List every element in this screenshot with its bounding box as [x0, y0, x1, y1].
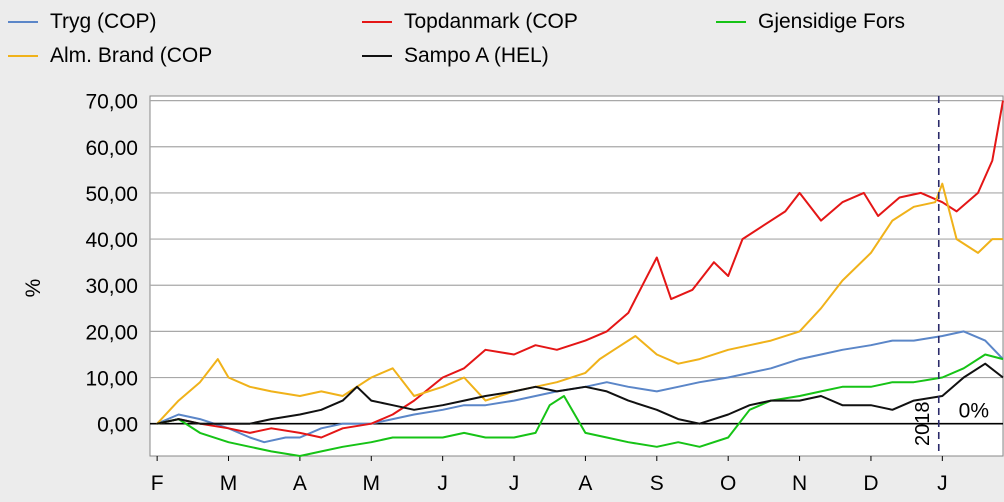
x-tick-label: D	[863, 472, 878, 495]
series-line	[156, 362, 1004, 425]
legend-label: Sampo A (HEL)	[404, 44, 549, 67]
x-tick-label: N	[792, 472, 807, 495]
y-tick-label: 70,00	[85, 91, 138, 114]
y-tick-label: 40,00	[85, 229, 138, 252]
x-tick-label: S	[650, 472, 664, 495]
y-tick-label: 30,00	[85, 275, 138, 298]
x-tick-label: F	[151, 472, 164, 495]
legend-label: Topdanmark (COP	[404, 10, 578, 33]
legend-entry: Topdanmark (COP	[362, 10, 578, 34]
y-tick-label: 10,00	[85, 368, 138, 391]
legend-label: Alm. Brand (COP	[50, 44, 213, 67]
y-tick-label: 50,00	[85, 183, 138, 206]
x-tick-label: O	[720, 472, 736, 495]
plot-area	[149, 95, 1004, 457]
x-tick-label: J	[509, 472, 520, 495]
legend-swatch	[8, 55, 38, 57]
x-tick-label: M	[220, 472, 238, 495]
y-tick-label: 20,00	[85, 321, 138, 344]
y-axis-label: %	[22, 279, 45, 298]
legend-entry: Gjensidige Fors	[716, 10, 905, 34]
legend-swatch	[716, 21, 746, 23]
series-line	[156, 182, 1003, 425]
x-tick-label: J	[937, 472, 948, 495]
legend: Tryg (COP) Topdanmark (COP Gjensidige Fors…	[0, 0, 1004, 80]
legend-entry: Alm. Brand (COP	[8, 44, 212, 68]
legend-swatch	[362, 21, 392, 23]
legend-label: Gjensidige Fors	[758, 10, 906, 33]
x-tick-label: A	[578, 472, 592, 495]
x-tick-label: J	[437, 472, 448, 495]
legend-swatch	[8, 21, 38, 23]
y-tick-label: 0,00	[97, 414, 138, 437]
legend-entry: Sampo A (HEL)	[362, 44, 549, 68]
series-line	[156, 353, 1004, 457]
series-line	[156, 100, 1004, 439]
legend-label: Tryg (COP)	[50, 10, 157, 33]
zero-label: 0%	[959, 400, 989, 423]
x-tick-label: M	[363, 472, 381, 495]
y-tick-label: 60,00	[85, 137, 138, 160]
year-marker-label: 2018	[912, 402, 934, 447]
x-tick-label: A	[293, 472, 307, 495]
legend-swatch	[362, 55, 392, 57]
legend-entry: Tryg (COP)	[8, 10, 157, 34]
